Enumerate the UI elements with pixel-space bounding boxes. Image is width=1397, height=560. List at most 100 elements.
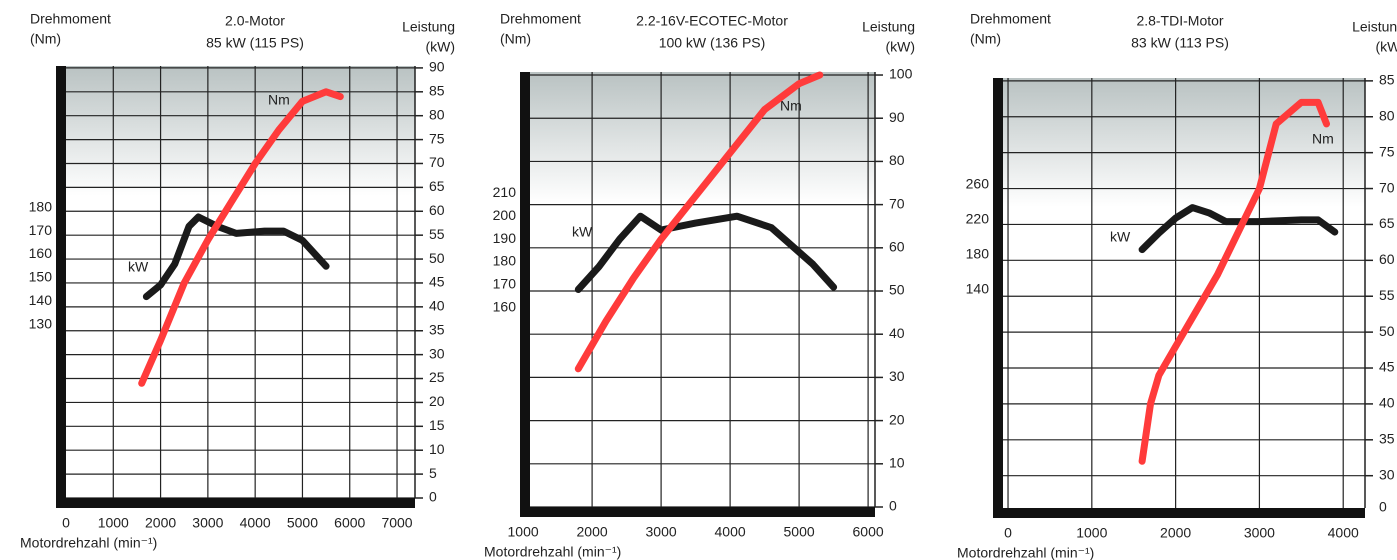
y2-tick-label: 30 [889, 368, 905, 384]
y2-tick-label: 40 [429, 298, 445, 314]
series-line [1138, 98, 1330, 465]
y2-tick-label: 40 [889, 325, 905, 341]
y-tick-label: 160 [493, 299, 517, 315]
y2-tick-label: 0 [889, 498, 897, 514]
y2-tick-label: 90 [429, 59, 445, 75]
y2-unit: (kW) [885, 39, 915, 55]
series-label: Nm [268, 92, 290, 108]
y2-break-label: 0 [1379, 499, 1387, 515]
y2-tick-label: 35 [1379, 431, 1395, 447]
y-tick-label: 180 [29, 198, 53, 214]
x-tick-label: 3000 [192, 515, 223, 531]
y2-tick-label: 60 [889, 239, 905, 255]
chart-title: 2.2-16V-ECOTEC-Motor [636, 13, 788, 29]
y2-tick-label: 55 [429, 226, 445, 242]
x-tick-label: 4000 [240, 515, 271, 531]
series-line [138, 88, 344, 387]
y2-unit: (kW) [1375, 39, 1397, 55]
x-tick-label: 2000 [1160, 525, 1191, 541]
series-label: Nm [780, 98, 802, 114]
y-tick-label: 190 [493, 230, 517, 246]
x-tick-label: 5000 [287, 515, 318, 531]
y2-tick-label: 85 [429, 83, 445, 99]
y-tick-label: 170 [29, 222, 53, 238]
bottom-axis-bar [520, 507, 875, 517]
x-tick-label: 4000 [1328, 525, 1359, 541]
y2-tick-label: 75 [1379, 143, 1395, 159]
y2-tick-label: 20 [429, 393, 445, 409]
y2-tick-label: 60 [429, 202, 445, 218]
y2-tick-label: 80 [889, 152, 905, 168]
y-tick-label: 130 [29, 315, 53, 331]
y2-tick-label: 80 [429, 106, 445, 122]
y-label: Drehmoment [500, 11, 581, 27]
left-axis-bar [993, 78, 1003, 518]
y-unit: (Nm) [30, 31, 61, 47]
y2-tick-label: 25 [429, 369, 445, 385]
plot-area [66, 66, 415, 498]
left-axis-bar [56, 66, 66, 508]
y2-unit: (kW) [425, 39, 455, 55]
y2-tick-label: 85 [1379, 72, 1395, 88]
y2-label: Leistung [862, 19, 915, 35]
chart-subtitle: 85 kW (115 PS) [206, 35, 304, 51]
y2-tick-label: 20 [889, 411, 905, 427]
y-tick-label: 210 [493, 184, 517, 200]
chart-title: 2.8-TDI-Motor [1136, 13, 1223, 29]
y2-tick-label: 65 [1379, 215, 1395, 231]
y2-tick-label: 50 [889, 282, 905, 298]
y2-tick-label: 50 [429, 250, 445, 266]
y-tick-label: 260 [966, 176, 990, 192]
y-label: Drehmoment [30, 11, 111, 27]
y2-tick-label: 100 [889, 66, 913, 82]
series-label: Nm [1312, 131, 1334, 147]
y2-tick-label: 35 [429, 321, 445, 337]
series-label: kW [1110, 229, 1131, 245]
y2-label: Leistung [402, 19, 455, 35]
y2-tick-label: 15 [429, 417, 445, 433]
y2-tick-label: 10 [889, 455, 905, 471]
plot-area [1003, 78, 1365, 508]
y2-tick-label: 45 [429, 274, 445, 290]
plot-area [530, 72, 875, 507]
series-line [1138, 204, 1339, 254]
y-tick-label: 140 [29, 292, 53, 308]
y-tick-label: 140 [966, 281, 990, 297]
y-unit: (Nm) [500, 31, 531, 47]
x-tick-label: 7000 [381, 515, 412, 531]
chart-title: 2.0-Motor [225, 13, 285, 29]
x-tick-label: 0 [62, 515, 70, 531]
bottom-axis-bar [993, 508, 1365, 518]
y-tick-label: 150 [29, 269, 53, 285]
y2-tick-label: 55 [1379, 287, 1395, 303]
x-tick-label: 1000 [98, 515, 129, 531]
y2-tick-label: 45 [1379, 359, 1395, 375]
x-tick-label: 5000 [784, 524, 815, 540]
x-tick-label: 4000 [715, 524, 746, 540]
y2-tick-label: 5 [429, 465, 437, 481]
series-label: kW [128, 259, 149, 275]
series-line [574, 212, 838, 293]
x-label: Motordrehzahl (min⁻¹) [957, 545, 1094, 560]
x-tick-label: 1000 [1076, 525, 1107, 541]
y-label: Drehmoment [970, 11, 1051, 27]
x-tick-label: 6000 [334, 515, 365, 531]
y-tick-label: 180 [493, 253, 517, 269]
x-tick-label: 2000 [145, 515, 176, 531]
x-label: Motordrehzahl (min⁻¹) [484, 544, 621, 560]
y-tick-label: 220 [966, 211, 990, 227]
x-tick-label: 2000 [577, 524, 608, 540]
x-tick-label: 1000 [508, 524, 539, 540]
y2-tick-label: 30 [429, 345, 445, 361]
y2-tick-label: 30 [1379, 466, 1395, 482]
y2-tick-label: 90 [889, 109, 905, 125]
bottom-axis-bar [56, 498, 415, 508]
y-tick-label: 160 [29, 245, 53, 261]
y2-tick-label: 70 [889, 195, 905, 211]
y2-tick-label: 50 [1379, 323, 1395, 339]
y2-tick-label: 70 [429, 154, 445, 170]
y2-tick-label: 60 [1379, 251, 1395, 267]
y2-tick-label: 80 [1379, 107, 1395, 123]
chart-subtitle: 100 kW (136 PS) [659, 35, 766, 51]
